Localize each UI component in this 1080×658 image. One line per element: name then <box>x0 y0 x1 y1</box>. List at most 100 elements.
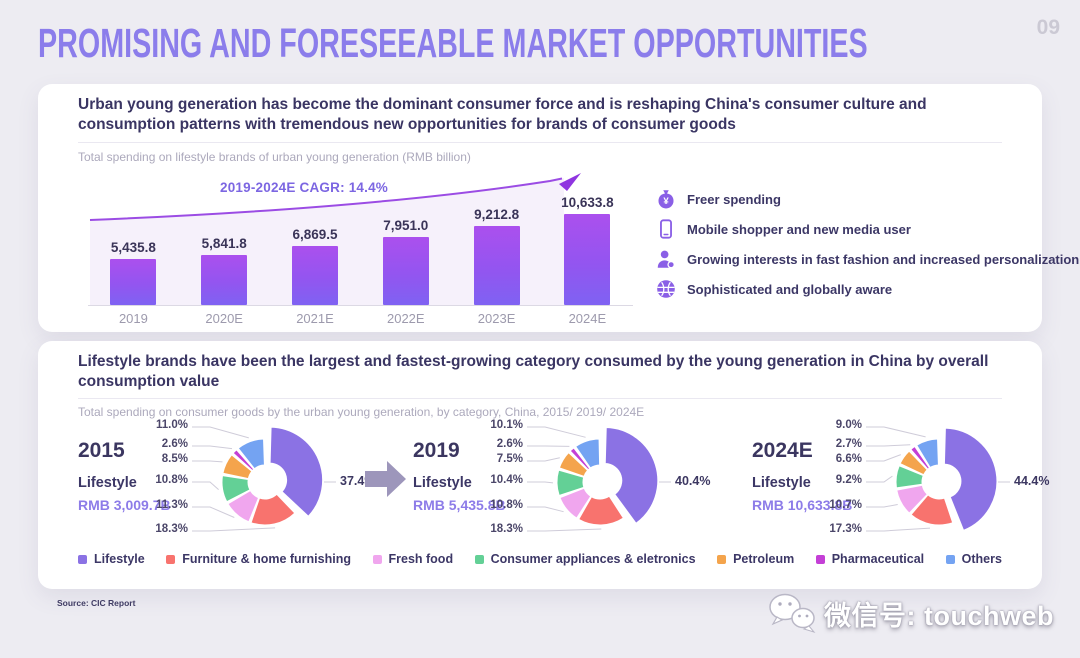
donut-slice-fresh_food <box>559 487 592 519</box>
donut-percent-label: 10.1% <box>490 419 523 431</box>
money-bag-icon: ¥ <box>654 187 678 211</box>
donut-slice-furniture <box>250 493 296 526</box>
donut-slice-fresh_food <box>896 484 928 514</box>
highlight-label: Sophisticated and globally aware <box>687 281 893 297</box>
legend-label: Consumer appliances & eletronics <box>490 552 696 566</box>
donut-percent-label: 2.6% <box>161 438 188 450</box>
donut-slice-furniture <box>910 494 954 526</box>
donut-slice-appliances <box>221 475 251 503</box>
legend-item: Petroleum <box>717 552 794 566</box>
spending-chart-caption: Total spending on lifestyle brands of ur… <box>78 150 471 164</box>
donut-slice-appliances <box>556 469 585 497</box>
donut-slice-lifestyle <box>943 427 998 532</box>
spending-bar-chart: 2019-2024E CAGR: 14.4% 5,435.8 2019 5,841.… <box>88 170 633 326</box>
donut-year-label: 2024E <box>752 439 813 462</box>
donut-slice-petroleum <box>222 454 253 480</box>
consumer-highlights-list: ¥ Freer spending Mobile shopper and new me… <box>654 184 1079 304</box>
legend-swatch-lifestyle <box>78 554 87 564</box>
donut-chart-2015: 11.0% 2.6% 8.5% 10.8% 11.3% 18.3% 37.4% <box>78 417 378 557</box>
highlight-label: Mobile shopper and new media user <box>687 221 911 237</box>
legend-swatch-appliances <box>474 554 484 564</box>
donut-category-label: Lifestyle <box>413 475 472 491</box>
donut-percent-label: 2.7% <box>835 438 862 450</box>
donut-svg <box>866 426 1010 532</box>
legend-item: Others <box>945 552 1002 566</box>
legend-label: Pharmaceutical <box>831 552 925 566</box>
donut-value-label: RMB 10,633.8B <box>752 497 853 513</box>
x-axis-tick-label: 2022E <box>386 311 425 326</box>
donut-slice-fresh_food <box>227 489 260 523</box>
bar <box>382 237 429 305</box>
donut-percent-label: 10.8% <box>490 499 523 511</box>
category-card: Lifestyle brands have been the largest a… <box>38 341 1049 589</box>
donut-group-2015: 2015 Lifestyle RMB 3,009.7B 11.0% 2.6% 8.5… <box>78 417 378 557</box>
bar-column: 9,212.8 2023E <box>451 170 542 326</box>
highlight-item: Growing interests in fast fashion and in… <box>654 244 1079 274</box>
donut-percent-label: 11.0% <box>156 419 188 431</box>
donut-slice-pharmaceutical <box>910 445 931 470</box>
donut-group-2019: 2019 Lifestyle RMB 5,435.8B 10.1% 2.6% 7.5… <box>413 417 713 557</box>
right-arrow-icon <box>365 461 406 497</box>
bar-column: 7,951.0 2022E <box>360 170 451 326</box>
highlight-item: Mobile shopper and new media user <box>654 214 1046 244</box>
donut-percent-label: 2.6% <box>496 438 523 450</box>
trend-line <box>89 177 563 221</box>
donut-percent-label: 10.8% <box>155 474 188 486</box>
donut-percent-label: 18.3% <box>155 523 188 535</box>
donut-slice-others <box>575 438 601 469</box>
donut-percent-label: 10.4% <box>490 474 523 486</box>
donut-category-label: Lifestyle <box>78 475 137 491</box>
donut-slice-others <box>237 438 265 470</box>
donut-category-label: Lifestyle <box>752 475 811 491</box>
donut-slice-lifestyle <box>604 427 659 525</box>
x-axis-tick-label: 2019 <box>118 311 148 326</box>
donut-slice-lifestyle <box>269 426 324 517</box>
bar-value-label: 5,435.8 <box>110 239 156 255</box>
bar-series: 5,435.8 2019 5,841.8 2020E 6,869.5 2021E 7,951… <box>88 170 633 326</box>
legend-swatch-furniture <box>166 554 176 564</box>
legend-label: Fresh food <box>388 552 454 566</box>
legend-swatch-fresh_food <box>372 554 382 564</box>
donut-percent-label: 9.0% <box>835 419 862 431</box>
page-number: 09 <box>1036 16 1060 39</box>
legend-item: Furniture & home furnishing <box>166 552 351 566</box>
cagr-annotation: 2019-2024E CAGR: 14.4% <box>220 180 388 195</box>
globe-icon <box>654 277 678 301</box>
x-axis-line <box>88 305 633 306</box>
donut-percent-label-lifestyle: 44.4% <box>1014 474 1050 488</box>
highlight-item: ¥ Freer spending <box>654 184 1046 214</box>
donut-slice-pharmaceutical <box>569 447 591 471</box>
donut-percent-label: 7.5% <box>496 453 523 465</box>
donut-slice-others <box>916 438 939 469</box>
highlight-label: Freer spending <box>687 191 781 207</box>
category-legend: Lifestyle Furniture & home furnishing Fres… <box>78 552 1002 566</box>
donut-percent-label: 18.3% <box>490 523 523 535</box>
bar-value-label: 7,951.0 <box>383 218 429 233</box>
legend-swatch-pharmaceutical <box>815 554 825 564</box>
x-axis-tick-label: 2021E <box>296 311 334 326</box>
x-axis-tick-label: 2024E <box>568 311 607 326</box>
bar-column: 5,435.8 2019 <box>88 170 179 326</box>
donut-chart-2024e: 9.0% 2.7% 6.6% 9.2% 10.7% 17.3% 44.4% <box>752 417 1052 557</box>
x-axis-tick-label: 2020E <box>205 311 243 326</box>
divider <box>78 398 1002 399</box>
donut-year-label: 2015 <box>78 439 125 462</box>
donut-value-label: RMB 5,435.8B <box>413 497 506 513</box>
legend-label: Petroleum <box>733 552 795 566</box>
bar-value-label: 10,633.8 <box>561 195 614 210</box>
donut-percent-label: 9.2% <box>835 474 862 486</box>
highlight-item: Sophisticated and globally aware <box>654 274 1046 304</box>
donut-slice-pharmaceutical <box>232 449 255 472</box>
legend-item: Consumer appliances & eletronics <box>474 552 696 566</box>
wechat-icon <box>769 593 816 633</box>
divider <box>78 142 1002 143</box>
legend-label: Furniture & home furnishing <box>182 552 351 566</box>
bar-column: 6,869.5 2021E <box>270 170 361 326</box>
donut-svg <box>192 426 336 532</box>
donut-chart-2019: 10.1% 2.6% 7.5% 10.4% 10.8% 18.3% 40.4% <box>413 417 713 557</box>
bar-value-label: 9,212.8 <box>474 207 520 223</box>
page-title: PROMISING AND FORESEEABLE MARKET OPPORTU… <box>38 20 868 66</box>
legend-item: Lifestyle <box>78 552 145 566</box>
svg-text:¥: ¥ <box>663 196 669 207</box>
bar-column: 5,841.8 2020E <box>179 170 270 326</box>
